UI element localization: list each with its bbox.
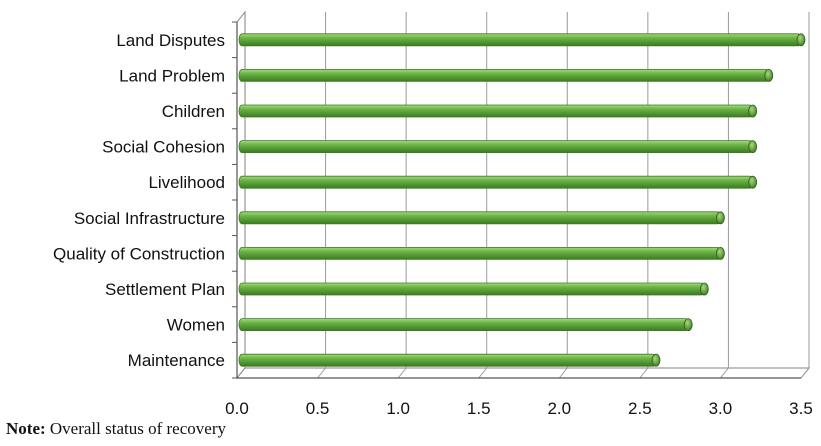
- x-tick-label: 2.5: [628, 399, 652, 418]
- bar: [238, 211, 725, 225]
- bar-end-cap: [748, 104, 758, 118]
- bar: [238, 246, 725, 260]
- x-tick-label: 3.0: [709, 399, 733, 418]
- category-labels: Land Disputes Land Problem Children Social …: [53, 31, 225, 370]
- bar-body: [238, 246, 721, 260]
- figure-note: Note: Overall status of recovery: [6, 419, 226, 439]
- category-label: Social Cohesion: [102, 138, 225, 157]
- floor-gridline: [720, 367, 729, 379]
- bar-end-cap: [796, 33, 806, 47]
- bar: [238, 175, 758, 189]
- floor-gridline: [639, 367, 649, 379]
- bar: [238, 353, 661, 367]
- floor-gridline: [478, 367, 488, 379]
- bar-end-cap: [764, 69, 774, 82]
- x-tick-labels: 0.0 0.5 1.0 1.5 2.0 2.5 3.0 3.5: [225, 399, 813, 418]
- bar-body: [238, 140, 754, 154]
- bar-body: [238, 175, 754, 189]
- category-label: Maintenance: [128, 351, 225, 370]
- bar-end-cap: [716, 211, 725, 225]
- axes: [232, 21, 801, 379]
- bar: [238, 140, 758, 154]
- bar-body: [238, 353, 657, 367]
- bar-body: [238, 69, 770, 82]
- bar-body: [238, 104, 754, 118]
- bar: [238, 33, 806, 47]
- category-label: Livelihood: [148, 173, 225, 192]
- bar-body: [238, 282, 705, 296]
- note-text: Overall status of recovery: [49, 419, 226, 438]
- bar: [238, 69, 774, 82]
- x-tick-label: 1.0: [386, 399, 410, 418]
- floor-gridline: [558, 367, 568, 379]
- category-label: Social Infrastructure: [74, 209, 225, 228]
- category-label: Children: [162, 102, 225, 121]
- floor-gridline: [800, 367, 810, 379]
- bar-end-cap: [651, 353, 661, 367]
- bar: [238, 318, 693, 332]
- floor-gridline: [317, 367, 326, 379]
- x-tick-label: 0.5: [306, 399, 330, 418]
- bar-end-cap: [748, 140, 758, 154]
- bar-end-cap: [699, 282, 709, 296]
- x-tick-label: 3.5: [789, 399, 813, 418]
- category-label: Settlement Plan: [105, 280, 225, 299]
- category-label: Land Disputes: [116, 31, 225, 50]
- x-tick-label: 1.5: [467, 399, 491, 418]
- category-label: Quality of Construction: [53, 244, 225, 263]
- category-label: Women: [167, 316, 225, 335]
- note-label: Note:: [6, 419, 46, 438]
- category-label: Land Problem: [119, 66, 225, 85]
- bar: [238, 282, 709, 296]
- bar-body: [238, 211, 721, 225]
- bar-end-cap: [683, 318, 693, 332]
- x-tick-label: 0.0: [225, 399, 249, 418]
- bar-end-cap: [748, 175, 758, 189]
- bar-end-cap: [716, 246, 725, 260]
- x-tick-label: 2.0: [547, 399, 571, 418]
- floor: [235, 367, 811, 379]
- bar: [238, 104, 758, 118]
- bar-body: [238, 33, 802, 47]
- bar-body: [238, 318, 689, 332]
- bars: [238, 33, 806, 367]
- floor-gridline: [397, 367, 407, 379]
- horizontal-bar-chart: Land Disputes Land Problem Children Social …: [53, 10, 813, 418]
